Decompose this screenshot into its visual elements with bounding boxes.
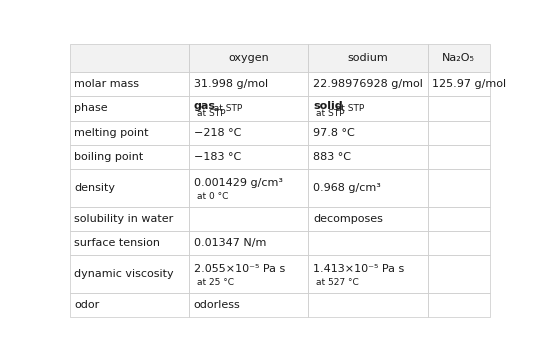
Text: 22.98976928 g/mol: 22.98976928 g/mol [313,79,423,90]
Text: 0.01347 N/m: 0.01347 N/m [194,238,266,248]
Text: at 25 °C: at 25 °C [197,278,234,287]
Text: 0.968 g/cm³: 0.968 g/cm³ [313,183,381,193]
Bar [308,121,428,145]
Bar [428,169,490,207]
Bar [70,96,189,121]
Text: at STP: at STP [330,104,364,113]
Bar [428,207,490,231]
Bar [189,145,308,169]
Text: dynamic viscosity: dynamic viscosity [74,269,174,279]
Text: at STP: at STP [207,104,242,113]
Text: −218 °C: −218 °C [194,127,241,137]
Bar [70,293,189,317]
Bar [189,44,308,72]
Text: decomposes: decomposes [313,214,383,224]
Text: at 0 °C: at 0 °C [197,192,228,200]
Text: oxygen: oxygen [228,53,269,63]
Bar [189,121,308,145]
Bar [70,121,189,145]
Text: sodium: sodium [348,53,388,63]
Bar [189,96,308,121]
Bar [308,207,428,231]
Bar [428,44,490,72]
Text: molar mass: molar mass [74,79,139,90]
Bar [70,169,189,207]
Bar [70,207,189,231]
Bar [189,72,308,96]
Bar [428,145,490,169]
Text: 883 °C: 883 °C [313,152,351,162]
Bar [308,169,428,207]
Bar [308,72,428,96]
Bar [308,255,428,293]
Text: odorless: odorless [194,300,240,310]
Text: odor: odor [74,300,100,310]
Bar [428,293,490,317]
Bar [70,255,189,293]
Bar [428,121,490,145]
Text: 97.8 °C: 97.8 °C [313,127,355,137]
Bar [189,231,308,255]
Bar [308,293,428,317]
Bar [308,145,428,169]
Bar [70,145,189,169]
Bar [189,255,308,293]
Text: boiling point: boiling point [74,152,144,162]
Text: surface tension: surface tension [74,238,161,248]
Text: 31.998 g/mol: 31.998 g/mol [194,79,268,90]
Text: melting point: melting point [74,127,149,137]
Bar [70,44,189,72]
Text: at STP: at STP [197,109,225,118]
Text: 0.001429 g/cm³: 0.001429 g/cm³ [194,178,283,188]
Bar [189,169,308,207]
Bar [189,293,308,317]
Text: phase: phase [74,103,108,113]
Bar [428,72,490,96]
Text: 125.97 g/mol: 125.97 g/mol [432,79,506,90]
Bar [428,96,490,121]
Text: gas: gas [194,101,216,111]
Text: solid: solid [313,101,342,111]
Bar [428,255,490,293]
Text: 2.055×10⁻⁵ Pa s: 2.055×10⁻⁵ Pa s [194,265,285,274]
Text: density: density [74,183,115,193]
Text: Na₂O₅: Na₂O₅ [442,53,475,63]
Text: 1.413×10⁻⁵ Pa s: 1.413×10⁻⁵ Pa s [313,265,404,274]
Bar [189,207,308,231]
Text: solubility in water: solubility in water [74,214,174,224]
Bar [308,231,428,255]
Text: at 527 °C: at 527 °C [316,278,359,287]
Bar [308,96,428,121]
Bar [70,72,189,96]
Bar [70,231,189,255]
Bar [308,44,428,72]
Text: −183 °C: −183 °C [194,152,241,162]
Bar [428,231,490,255]
Text: at STP: at STP [316,109,345,118]
